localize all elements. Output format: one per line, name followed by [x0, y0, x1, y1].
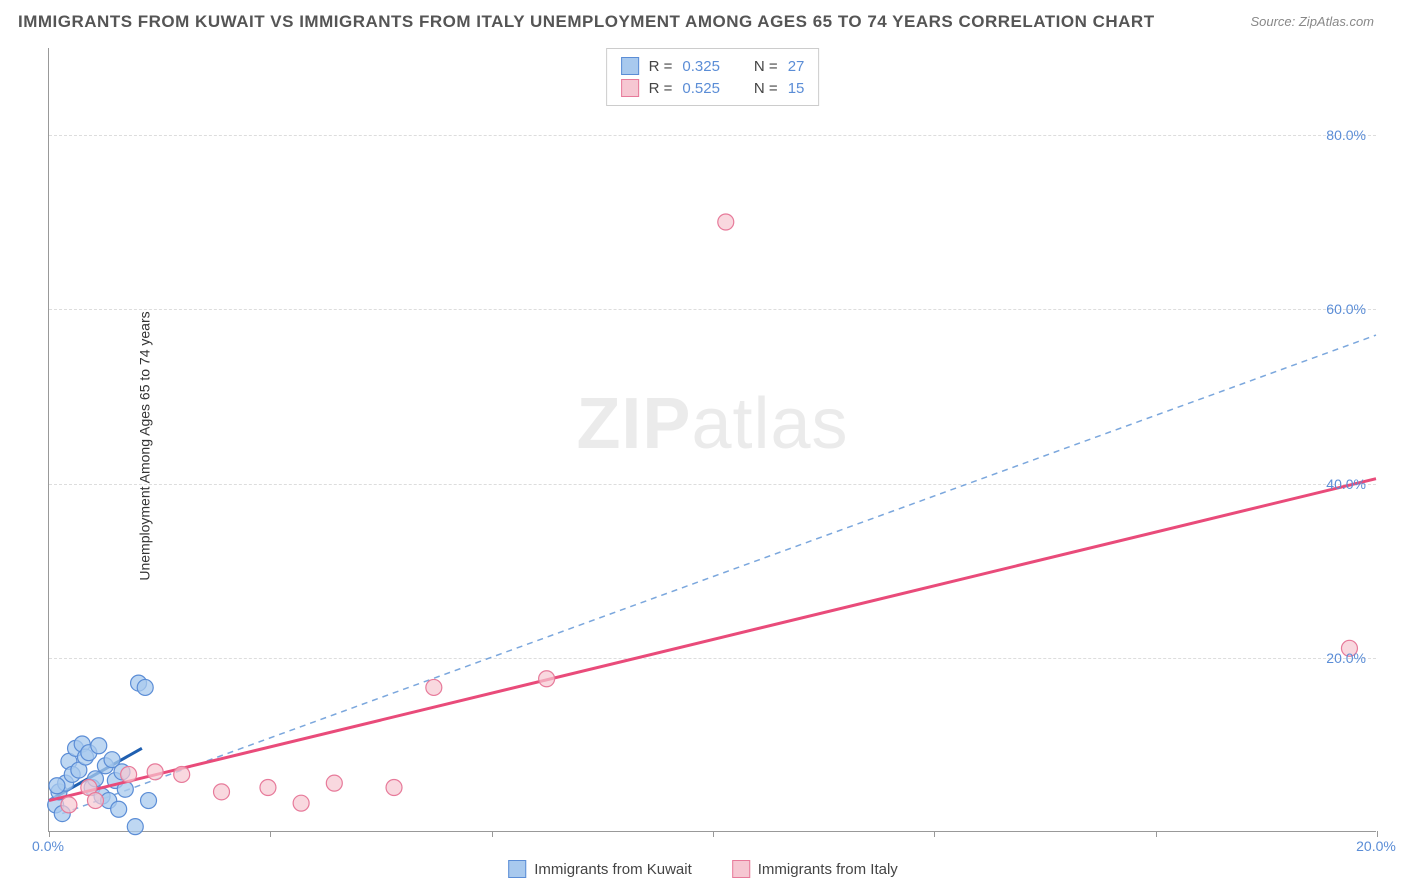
stats-legend-row: R = 0.525 N = 15	[621, 77, 805, 99]
source-attribution: Source: ZipAtlas.com	[1250, 14, 1374, 29]
scatter-point	[426, 679, 442, 695]
x-tick	[713, 831, 714, 837]
plot-area: ZIPatlas R =0.325N =27R =0.525N =15	[48, 48, 1376, 832]
scatter-point	[718, 214, 734, 230]
scatter-point	[326, 775, 342, 791]
trend-line	[49, 479, 1376, 801]
scatter-point	[111, 801, 127, 817]
legend-item: Immigrants from Italy	[732, 860, 898, 878]
scatter-point	[147, 764, 163, 780]
r-label: R =	[649, 80, 673, 97]
legend-label: Immigrants from Kuwait	[534, 861, 692, 878]
legend-swatch	[621, 79, 639, 97]
chart-title: IMMIGRANTS FROM KUWAIT VS IMMIGRANTS FRO…	[18, 12, 1155, 32]
y-tick-label: 20.0%	[1326, 650, 1366, 666]
scatter-svg	[49, 48, 1376, 831]
stats-legend: R = 0.325 N = 27 R = 0.525 N = 15	[606, 48, 820, 106]
stats-legend-row: R = 0.325 N = 27	[621, 55, 805, 77]
scatter-point	[293, 795, 309, 811]
n-label: N =	[754, 58, 778, 75]
y-tick-label: 40.0%	[1326, 476, 1366, 492]
scatter-point	[386, 780, 402, 796]
legend-swatch	[732, 860, 750, 878]
scatter-point	[214, 784, 230, 800]
scatter-point	[87, 793, 103, 809]
scatter-point	[61, 797, 77, 813]
x-tick	[492, 831, 493, 837]
scatter-point	[121, 766, 137, 782]
x-tick-label: 20.0%	[1356, 838, 1396, 854]
x-tick	[934, 831, 935, 837]
scatter-point	[141, 793, 157, 809]
scatter-point	[260, 780, 276, 796]
y-tick-label: 80.0%	[1326, 127, 1366, 143]
legend-label: Immigrants from Italy	[758, 861, 898, 878]
legend-swatch	[508, 860, 526, 878]
scatter-point	[127, 819, 143, 835]
x-tick	[1377, 831, 1378, 837]
n-value: 27	[788, 58, 805, 75]
r-value: 0.325	[682, 58, 720, 75]
x-tick	[270, 831, 271, 837]
r-label: R =	[649, 58, 673, 75]
scatter-point	[539, 671, 555, 687]
x-tick	[1156, 831, 1157, 837]
scatter-point	[91, 738, 107, 754]
n-value: 15	[788, 80, 805, 97]
legend-item: Immigrants from Kuwait	[508, 860, 692, 878]
scatter-point	[49, 778, 65, 794]
x-tick	[49, 831, 50, 837]
reference-line	[62, 335, 1376, 813]
scatter-point	[137, 679, 153, 695]
n-label: N =	[754, 80, 778, 97]
r-value: 0.525	[682, 80, 720, 97]
x-tick-label: 0.0%	[32, 838, 64, 854]
legend-swatch	[621, 57, 639, 75]
y-tick-label: 60.0%	[1326, 301, 1366, 317]
scatter-point	[174, 766, 190, 782]
bottom-legend: Immigrants from Kuwait Immigrants from It…	[508, 860, 898, 878]
